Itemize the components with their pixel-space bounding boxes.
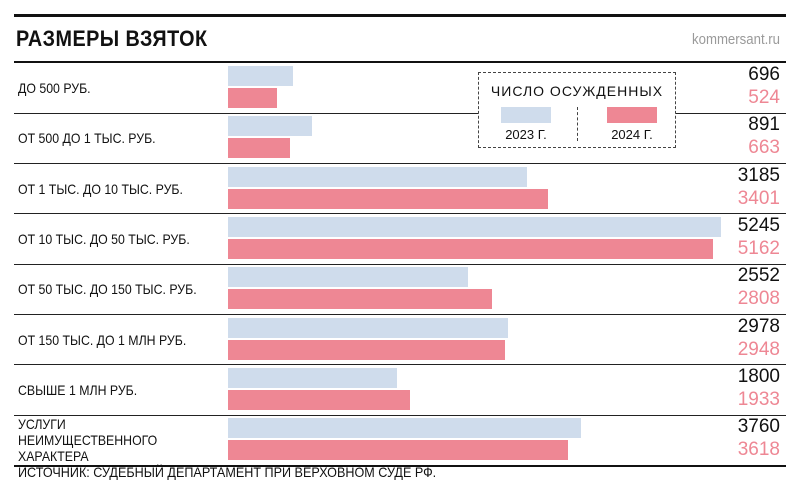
value-label-2024: 3618 — [737, 439, 780, 461]
bar-2023 — [228, 66, 294, 86]
legend-divider — [577, 107, 578, 141]
row-separator — [14, 414, 786, 416]
value-label-2024: 3401 — [737, 187, 780, 209]
category-label: ОТ 1 ТЫС. ДО 10 ТЫС. РУБ. — [18, 180, 183, 197]
value-label-2023: 3185 — [737, 164, 780, 186]
value-label-2024: 2808 — [737, 288, 780, 310]
legend-swatch-2023 — [501, 107, 551, 123]
bar-2023 — [228, 166, 528, 187]
bar-2023 — [228, 116, 312, 137]
bar-2024 — [228, 339, 506, 360]
category-label: ОТ 10 ТЫС. ДО 50 ТЫС. РУБ. — [18, 231, 190, 248]
value-label-2023: 2552 — [737, 265, 780, 287]
bar-2024 — [228, 440, 569, 461]
value-label-2023: 3760 — [737, 416, 780, 438]
row-separator — [14, 213, 786, 215]
value-label-2024: 2948 — [737, 338, 780, 360]
value-label-2024: 663 — [748, 137, 780, 159]
bar-2023 — [228, 367, 398, 388]
row-separator — [14, 263, 786, 265]
bar-2023 — [228, 317, 508, 338]
value-label-2023: 1800 — [737, 365, 780, 387]
footnote: ИСТОЧНИК: СУДЕБНЫЙ ДЕПАРТАМЕНТ ПРИ ВЕРХО… — [18, 464, 437, 480]
value-label-2024: 524 — [748, 87, 780, 108]
bar-2023 — [228, 267, 468, 288]
bar-2024 — [228, 88, 278, 108]
value-label-2024: 1933 — [737, 388, 780, 410]
legend-label-2023: 2023 Г. — [505, 127, 547, 142]
category-label: ОТ 500 ДО 1 ТЫС. РУБ. — [18, 130, 156, 147]
value-label-2023: 891 — [748, 114, 780, 136]
bar-2024 — [228, 389, 410, 410]
chart-title: РАЗМЕРЫ ВЗЯТОК — [16, 26, 208, 51]
bar-2024 — [228, 289, 492, 310]
legend-swatch-2024 — [607, 107, 657, 123]
value-label-2023: 696 — [748, 64, 780, 85]
category-label: ОТ 150 ТЫС. ДО 1 МЛН РУБ. — [18, 331, 187, 348]
legend-title: ЧИСЛО ОСУЖДЕННЫХ — [490, 83, 664, 99]
row-separator — [14, 364, 786, 366]
legend-label-2024: 2024 Г. — [611, 127, 653, 142]
row-separator — [14, 112, 786, 114]
category-label: ДО 500 РУБ. — [18, 80, 91, 97]
row-separator — [14, 314, 786, 315]
category-label: УСЛУГИ НЕИМУЩЕСТВЕННОГО ХАРАКТЕРА — [18, 416, 158, 465]
source-site: kommersant.ru — [691, 31, 780, 48]
bar-2024 — [228, 238, 714, 259]
value-label-2024: 5162 — [737, 237, 780, 259]
bar-2023 — [228, 216, 721, 237]
category-label: ОТ 50 ТЫС. ДО 150 ТЫС. РУБ. — [18, 281, 197, 298]
value-label-2023: 2978 — [737, 315, 780, 337]
row-separator — [14, 163, 786, 165]
value-label-2023: 5245 — [737, 214, 780, 236]
bottom-rule — [14, 465, 786, 468]
top-rule — [14, 14, 786, 17]
bar-2024 — [228, 138, 291, 159]
bar-2023 — [228, 418, 582, 439]
header-rule — [14, 61, 786, 63]
bar-2024 — [228, 188, 548, 209]
legend: ЧИСЛО ОСУЖДЕННЫХ 2023 Г. 2024 Г. — [478, 72, 676, 148]
category-label: СВЫШЕ 1 МЛН РУБ. — [18, 381, 138, 398]
